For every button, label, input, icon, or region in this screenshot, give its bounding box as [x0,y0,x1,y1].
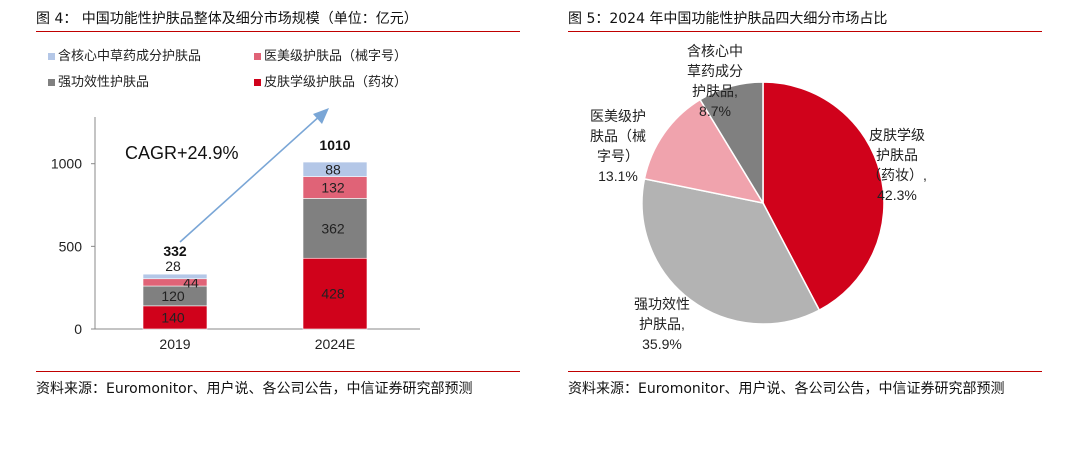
legend-swatch [48,53,55,60]
slice-category-label: 护肤品 [876,147,918,163]
figure-5-panel: 图 5：2024 年中国功能性护肤品四大细分市场占比 皮肤学级护肤品 （药妆）, 4… [560,0,1069,452]
slice-category-label: 护肤品, [639,316,685,332]
figure-4-source: 资料来源：Euromonitor、用户说、各公司公告，中信证券研究部预测 [36,381,473,397]
pie-slice [643,98,765,205]
figure-4-panel: 图 4： 中国功能性护肤品整体及细分市场规模（单位：亿元） 含核心中草药成分护肤… [0,0,520,452]
data-label: 140 [161,309,185,325]
x-tick-label: 2024E [315,336,355,352]
data-label: 428 [321,286,345,302]
slice-category-label: 皮肤学级 [869,127,925,143]
stacked-bar-chart: 含核心中草药成分护肤品 医美级护肤品（械字号） 强功效性护肤品 皮肤学级护肤品（药妆）… [48,48,420,352]
slice-category-label: （药妆）, [867,167,927,183]
bar-segment [302,161,368,177]
legend-label: 含核心中草药成分护肤品 [58,48,201,63]
legend-swatch [254,79,261,86]
legend-label: 医美级护肤品（械字号） [264,48,407,63]
y-tick-label: 500 [59,238,83,254]
cagr-arrow [179,113,323,243]
data-label: 120 [161,288,185,304]
x-tick-label: 2019 [159,336,190,352]
slice-value-label: 42.3% [877,187,917,203]
legend-swatch [48,79,55,86]
legend-label: 强功效性护肤品 [58,74,149,89]
data-label: 28 [165,258,181,274]
figure-5-title: 图 5：2024 年中国功能性护肤品四大细分市场占比 [568,11,888,27]
bottom-rule [568,371,1042,372]
cagr-arrowhead [313,108,329,124]
y-tick-label: 0 [74,321,82,337]
figure-4-title: 图 4： 中国功能性护肤品整体及细分市场规模（单位：亿元） [36,11,418,27]
bar-segment [142,273,208,280]
data-label: 132 [321,180,345,196]
slice-value-label: 8.7% [699,103,731,119]
total-label: 1010 [319,137,350,153]
slice-value-label: 13.1% [598,168,638,184]
pie-chart: 皮肤学级护肤品（药妆）,42.3%强功效性护肤品,35.9%医美级护肤品（械字号… [590,43,927,352]
pie-slice [762,81,885,312]
pie-slice [699,81,764,206]
data-label: 362 [321,220,345,236]
legend-swatch [254,53,261,60]
slice-value-label: 35.9% [642,336,682,352]
slice-category-label: 草药成分 [687,63,743,79]
pie-slice [641,177,821,325]
top-rule [568,31,1042,32]
legend-label: 皮肤学级护肤品（药妆） [264,74,407,89]
top-rule [36,31,520,32]
data-label: 88 [325,161,341,177]
slice-category-label: 含核心中 [687,43,743,59]
slice-category-label: 护肤品, [692,83,738,99]
y-tick-label: 1000 [51,156,82,172]
cagr-label: CAGR+24.9% [125,143,239,163]
bottom-rule [36,371,520,372]
total-label: 332 [163,243,187,259]
figure-5-source: 资料来源：Euromonitor、用户说、各公司公告，中信证券研究部预测 [568,381,1005,397]
slice-category-label: 强功效性 [634,296,690,312]
bar-segment [302,257,368,330]
slice-category-label: 字号） [597,148,639,164]
slice-category-label: 医美级护 [590,108,646,124]
slice-category-label: 肤品（械 [590,128,646,144]
